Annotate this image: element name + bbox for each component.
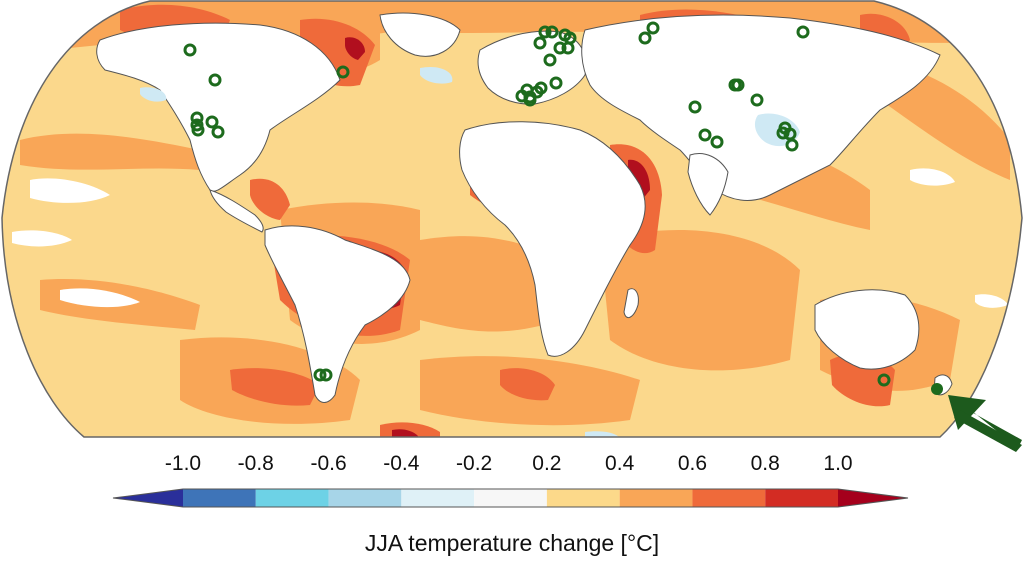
colorbar-tick-label: -0.8 — [237, 452, 274, 475]
colorbar-segment — [401, 489, 475, 507]
colorbar-tick-label: 0.2 — [532, 452, 562, 475]
india — [687, 153, 729, 216]
colorbar-segment — [255, 489, 329, 507]
station-markers — [183, 21, 891, 387]
station-marker — [698, 128, 712, 142]
station-marker — [336, 65, 350, 79]
colorbar-segment — [765, 489, 838, 507]
colorbar-outline — [112, 488, 909, 508]
globe-outline — [1, 0, 1023, 438]
station-marker — [646, 21, 660, 35]
greenland — [379, 12, 461, 57]
colorbar-tick-label: -0.4 — [383, 452, 420, 475]
colorbar-tick-label: 0.6 — [677, 452, 708, 475]
colorbar-tick-label: -1.0 — [164, 452, 202, 475]
station-marker — [688, 100, 702, 114]
station-marker — [750, 93, 764, 107]
colorbar-segment — [183, 489, 256, 507]
station-marker — [533, 36, 547, 50]
station-marker — [183, 43, 197, 57]
station-marker — [191, 123, 205, 137]
pointer-arrow-icon — [948, 395, 1022, 452]
land-masses — [96, 12, 953, 403]
station-marker — [319, 368, 333, 382]
colorbar-tick-label: 1.0 — [823, 452, 853, 475]
colorbar-segment — [692, 489, 766, 507]
station-marker — [538, 25, 552, 39]
station-marker — [543, 53, 557, 67]
station-marker — [776, 126, 790, 140]
station-marker — [190, 111, 204, 125]
station-marker — [710, 135, 724, 149]
madagascar — [623, 288, 639, 319]
colorbar-tick-label: -0.6 — [310, 452, 347, 475]
central-america — [209, 189, 264, 233]
station-marker — [211, 125, 225, 139]
colorbar-extend-low — [113, 489, 183, 507]
station-marker — [553, 41, 567, 55]
colorbar-segment — [328, 489, 402, 507]
station-marker — [534, 81, 548, 95]
station-marker — [877, 373, 891, 387]
map-globe — [2, 1, 1022, 437]
station-marker — [785, 138, 799, 152]
colorbar-extend-high — [838, 489, 908, 507]
colorbar-tick-label: -0.2 — [456, 452, 493, 475]
australia — [814, 289, 920, 370]
station-marker — [561, 41, 575, 55]
south-america — [264, 225, 411, 403]
station-marker — [208, 73, 222, 87]
highlighted-station — [931, 383, 1022, 452]
station-marker — [796, 25, 810, 39]
station-marker — [731, 78, 745, 92]
africa — [459, 121, 646, 357]
highlighted-station-marker — [931, 383, 943, 395]
station-marker — [523, 93, 537, 107]
colorbar-segment — [474, 489, 547, 507]
colorbar-segment — [619, 489, 693, 507]
station-marker — [205, 115, 219, 129]
neutral-ocean-patches — [12, 168, 1008, 308]
station-marker — [638, 31, 652, 45]
colorbar — [112, 488, 909, 508]
colorbar-tick-label: 0.4 — [605, 452, 635, 475]
colorbar-tick-label: 0.8 — [750, 452, 780, 475]
station-marker — [313, 368, 327, 382]
station-marker — [545, 25, 559, 39]
station-marker — [549, 76, 563, 90]
asia — [581, 14, 941, 201]
north-america — [96, 22, 341, 192]
colorbar-title: JJA temperature change [°C] — [364, 530, 660, 556]
colorbar-segment — [546, 489, 620, 507]
